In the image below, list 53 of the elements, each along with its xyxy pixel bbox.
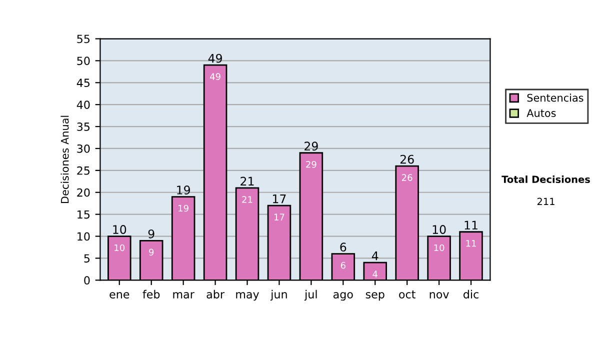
y-tick-label: 40	[76, 100, 90, 109]
data-label: 17	[274, 214, 284, 220]
x-tick-label: ago	[333, 292, 353, 301]
y-tick-label: 35	[77, 122, 90, 131]
total-label: 4	[372, 252, 378, 260]
y-tick-label: 20	[77, 188, 90, 197]
data-label: 10	[114, 244, 125, 252]
y-tick-label: 55	[77, 34, 90, 44]
total-label: 49	[208, 54, 222, 63]
x-tick-label: nov	[430, 292, 449, 298]
y-tick-label: 45	[76, 78, 90, 88]
y-tick-label: 5	[84, 254, 90, 263]
x-tick-label: ene	[110, 292, 130, 298]
x-tick-label: sep	[366, 292, 384, 301]
data-label: 49	[210, 73, 220, 80]
total-label: 9	[148, 229, 154, 238]
total-label: 29	[304, 142, 318, 151]
total-label: 11	[464, 220, 478, 230]
total-label: 26	[400, 154, 414, 164]
text: 211	[537, 198, 554, 205]
total-label: 10	[432, 225, 446, 234]
data-label: 4	[372, 270, 378, 278]
x-tick-label: abr	[206, 290, 224, 298]
legend-label: Sentencias	[527, 94, 584, 102]
data-label: 9	[149, 248, 154, 256]
legend-label: Autos	[526, 109, 556, 118]
x-tick-label: jun	[270, 290, 287, 301]
y-axis-title: Decisiones Anual	[60, 116, 69, 203]
data-label: 19	[178, 204, 188, 212]
data-label: 26	[402, 174, 412, 181]
x-tick-label: dic	[464, 290, 478, 298]
total-label: 21	[240, 176, 254, 186]
y-tick-label: 25	[77, 166, 90, 175]
data-label: 10	[434, 244, 444, 252]
total-label: 19	[177, 186, 190, 194]
total-label: 10	[113, 225, 126, 234]
y-tick-label: 50	[77, 56, 90, 66]
x-tick-label: mar	[173, 292, 194, 298]
y-tick-label: 10	[78, 232, 90, 241]
text: Total Decisiones	[502, 175, 590, 184]
x-tick-label: jul	[304, 290, 317, 301]
y-tick-label: 15	[78, 210, 90, 219]
y-tick-label: 30	[77, 144, 90, 153]
data-label: 11	[466, 240, 476, 247]
y-tick-label: 0	[84, 276, 90, 285]
data-label: 29	[306, 160, 316, 168]
data-label: 6	[340, 262, 346, 269]
data-label: 21	[242, 196, 252, 203]
x-tick-label: feb	[142, 290, 160, 298]
x-tick-label: oct	[399, 290, 416, 298]
total-label: 17	[273, 194, 286, 204]
total-label: 6	[340, 242, 346, 252]
x-tick-label: may	[236, 292, 260, 301]
